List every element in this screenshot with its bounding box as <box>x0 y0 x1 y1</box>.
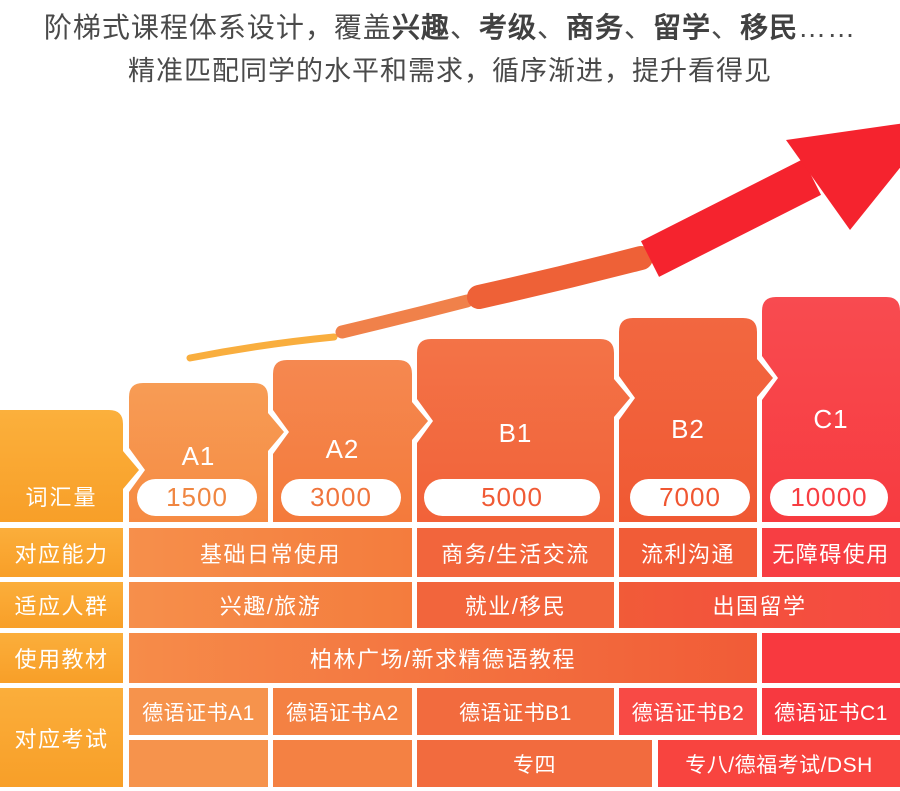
exam-cell-b1: 德语证书B1 <box>417 688 614 735</box>
exam-cell-a2: 德语证书A2 <box>273 688 412 735</box>
level-label-a2: A2 <box>325 433 360 464</box>
vocab-label-block <box>0 410 139 522</box>
vocab-pill-b2: 7000 <box>630 479 750 516</box>
headline-part: 、 <box>449 12 479 43</box>
level-label-b1: B1 <box>498 417 533 448</box>
column-b1-shape <box>417 339 630 522</box>
ability-cell-a1a2: 基础日常使用 <box>129 528 412 577</box>
subheadline: 精准匹配同学的水平和需求，循序渐进，提升看得见 <box>128 56 772 86</box>
headline-keyword: 兴趣 <box>391 12 450 43</box>
exam2-cell-zhuanba-dsh: 专八/德福考试/DSH <box>658 740 900 787</box>
audience-cell-b2c1: 出国留学 <box>619 582 900 628</box>
materials-cell-a1b2: 柏林广场/新求精德语教程 <box>129 633 757 683</box>
row-label-ability: 对应能力 <box>0 528 123 577</box>
materials-cell-c1-empty <box>762 633 900 683</box>
row-label-materials: 使用教材 <box>0 633 123 683</box>
header: 阶梯式课程体系设计，覆盖兴趣、考级、商务、留学、移民…… 精准匹配同学的水平和需… <box>0 6 900 92</box>
level-label-c1: C1 <box>813 403 849 434</box>
column-c1-shape <box>762 297 900 522</box>
vocab-pill-b1: 5000 <box>424 479 600 516</box>
headline-keyword: 考级 <box>478 12 537 43</box>
headline-part: 阶梯式课程体系设计，覆盖 <box>43 12 392 43</box>
headline-part: 、 <box>536 12 566 43</box>
headline-part: …… <box>798 12 857 43</box>
headline-keyword: 商务 <box>566 12 625 43</box>
exam-cell-b2: 德语证书B2 <box>619 688 757 735</box>
ability-cell-b1: 商务/生活交流 <box>417 528 614 577</box>
growth-arrow-shaft <box>640 159 822 277</box>
row-label-vocab: 词汇量 <box>25 485 98 510</box>
audience-cell-b1: 就业/移民 <box>417 582 614 628</box>
exam-cell-c1: 德语证书C1 <box>762 688 900 735</box>
growth-dash-2 <box>335 294 474 339</box>
vocab-pill-c1: 10000 <box>770 479 888 516</box>
column-b2-shape <box>619 318 773 522</box>
exam2-cell-a2-empty <box>273 740 412 787</box>
vocab-pill-a2: 3000 <box>281 479 401 516</box>
headline: 阶梯式课程体系设计，覆盖兴趣、考级、商务、留学、移民…… <box>0 6 900 50</box>
headline-keyword: 留学 <box>653 12 712 43</box>
row-label-exams: 对应考试 <box>0 688 123 787</box>
exam2-cell-a1-empty <box>129 740 268 787</box>
vocab-pill-a1: 1500 <box>137 479 257 516</box>
level-label-b2: B2 <box>671 413 705 444</box>
headline-keyword: 移民 <box>740 12 799 43</box>
audience-cell-a1a2: 兴趣/旅游 <box>129 582 412 628</box>
exam-cell-a1: 德语证书A1 <box>129 688 268 735</box>
exam2-cell-zhuansi: 专四 <box>417 740 652 787</box>
growth-dash-1 <box>186 333 338 362</box>
level-label-a1: A1 <box>181 440 216 471</box>
growth-dash-3 <box>467 246 653 309</box>
headline-part: 、 <box>711 12 741 43</box>
ability-cell-c1: 无障碍使用 <box>762 528 900 577</box>
headline-part: 、 <box>624 12 654 43</box>
row-label-audience: 适应人群 <box>0 582 123 628</box>
growth-arrow-head-icon <box>786 123 900 230</box>
ability-cell-b2: 流利沟通 <box>619 528 757 577</box>
